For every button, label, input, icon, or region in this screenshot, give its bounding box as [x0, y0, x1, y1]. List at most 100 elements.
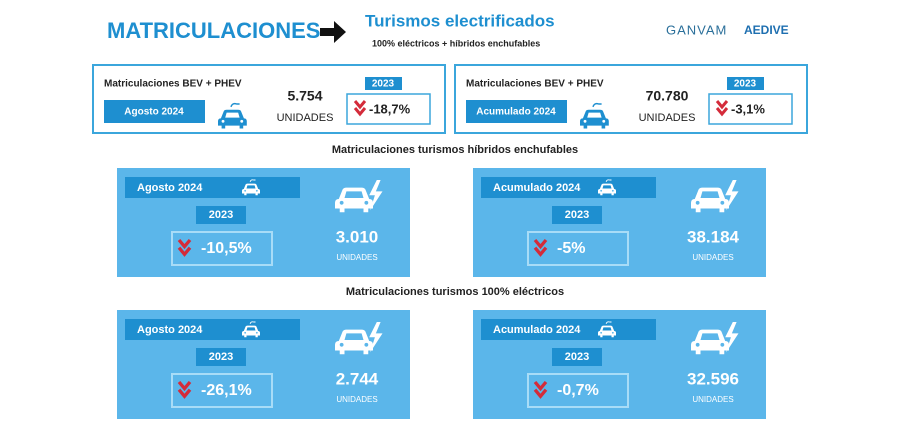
plug: [605, 321, 612, 324]
car-light: [695, 342, 700, 347]
car-light: [221, 119, 225, 123]
car-icon: [335, 180, 383, 213]
car-light: [602, 119, 606, 123]
car-icon: [580, 102, 609, 129]
car-icon: [598, 179, 616, 196]
panel-unit: UNIDADES: [692, 395, 733, 404]
panel-value: 32.596: [687, 369, 739, 388]
car-light: [720, 342, 725, 347]
change-value: -5%: [557, 240, 585, 257]
car-light: [720, 200, 725, 205]
year-label: 2023: [209, 351, 233, 363]
period-badge: [466, 100, 567, 123]
change-box: [527, 373, 629, 408]
year-badge: [196, 348, 246, 366]
section-title: Matriculaciones turismos híbridos enchuf…: [332, 144, 578, 156]
car-body: [691, 329, 729, 355]
bolt: [369, 322, 383, 353]
summary-value: 70.780: [646, 88, 689, 104]
car-light: [695, 200, 700, 205]
car-icon: [242, 321, 260, 338]
year-badge: [552, 206, 602, 224]
subtitle: Turismos electrificados: [365, 11, 555, 30]
car-light: [364, 200, 369, 205]
car-body: [242, 183, 260, 196]
car-light: [255, 331, 258, 334]
car-icon: [218, 102, 247, 129]
summary-label: Matriculaciones BEV + PHEV: [466, 79, 604, 90]
change-box: [171, 231, 273, 266]
change-value: -3,1%: [731, 101, 765, 116]
panel-value: 2.744: [336, 369, 379, 388]
down-chevron: [353, 107, 367, 117]
change-box: [708, 93, 793, 125]
bolt: [725, 322, 739, 353]
car-icon: [242, 179, 260, 196]
period-label: Acumulado 2024: [493, 182, 581, 194]
car-icon: [598, 321, 616, 338]
period-label: Agosto 2024: [124, 107, 184, 118]
car-body: [242, 325, 260, 338]
year-badge: [727, 77, 764, 90]
summary-unit: UNIDADES: [639, 112, 696, 124]
change-value: -0,7%: [557, 382, 599, 399]
plug: [249, 321, 256, 324]
year-label: 2023: [565, 209, 589, 221]
plug: [592, 102, 602, 108]
year-badge: [552, 348, 602, 366]
car-icon: [691, 322, 739, 355]
year-label: 2023: [372, 79, 395, 90]
year-label: 2023: [209, 209, 233, 221]
year-badge: [365, 77, 402, 90]
bolt: [369, 180, 383, 211]
car-light: [364, 342, 369, 347]
car-body: [598, 183, 616, 196]
change-box: [171, 373, 273, 408]
car-body: [580, 109, 609, 129]
main-title: MATRICULACIONES: [107, 18, 320, 43]
plug: [249, 179, 256, 182]
change-value: -26,1%: [201, 382, 252, 399]
down-chevron: [533, 380, 548, 392]
summary-label: Matriculaciones BEV + PHEV: [104, 79, 242, 90]
panel-unit: UNIDADES: [336, 395, 377, 404]
year-badge: [196, 206, 246, 224]
car-light: [240, 119, 244, 123]
car-body: [335, 329, 373, 355]
car-light: [339, 342, 344, 347]
car-light: [255, 189, 258, 192]
panel-unit: UNIDADES: [692, 253, 733, 262]
change-box: [346, 93, 431, 125]
period-label: Agosto 2024: [137, 182, 203, 194]
change-value: -18,7%: [369, 101, 411, 116]
year-label: 2023: [734, 79, 757, 90]
down-chevron: [715, 100, 729, 110]
period-label: Acumulado 2024: [493, 324, 581, 336]
car-light: [583, 119, 587, 123]
down-chevron: [177, 238, 192, 250]
logo: AEDIVE: [744, 23, 789, 37]
down-chevron: [533, 238, 548, 250]
down-chevron: [533, 388, 548, 399]
car-body: [598, 325, 616, 338]
car-light: [600, 331, 603, 334]
summary-unit: UNIDADES: [277, 112, 334, 124]
car-icon: [691, 180, 739, 213]
car-light: [244, 189, 247, 192]
down-chevron: [177, 380, 192, 392]
car-body: [218, 109, 247, 129]
summary-value: 5.754: [287, 88, 322, 104]
down-chevron: [177, 388, 192, 399]
car-light: [600, 189, 603, 192]
car-light: [611, 331, 614, 334]
down-chevron: [353, 100, 367, 110]
car-body: [335, 187, 373, 213]
logo: GANVAM: [666, 22, 727, 37]
down-chevron: [177, 246, 192, 257]
panel-unit: UNIDADES: [336, 253, 377, 262]
panel-value: 3.010: [336, 227, 379, 246]
car-light: [339, 200, 344, 205]
car-body: [691, 187, 729, 213]
car-light: [611, 189, 614, 192]
